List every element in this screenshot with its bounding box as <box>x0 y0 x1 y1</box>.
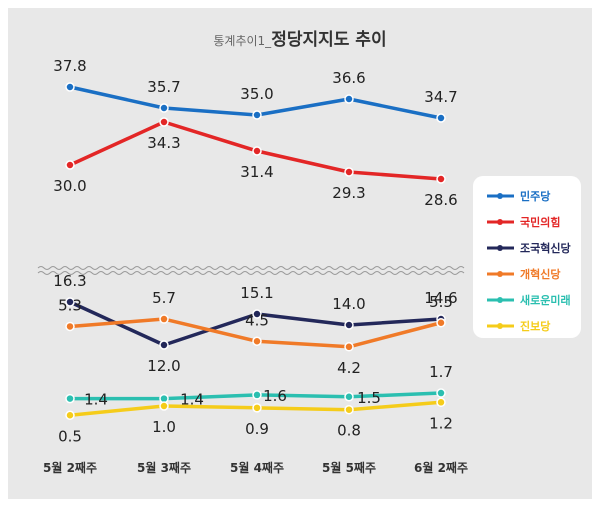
data-label: 1.2 <box>429 414 453 432</box>
data-point <box>252 403 262 413</box>
chart-title-main: 정당지지도 추이 <box>271 30 386 50</box>
data-label: 28.6 <box>424 191 457 209</box>
data-label: 4.5 <box>245 311 269 329</box>
data-point <box>65 82 75 92</box>
data-point <box>252 336 262 346</box>
data-point <box>159 340 169 350</box>
data-label: 34.3 <box>147 134 180 152</box>
legend-swatch-dot <box>497 245 503 251</box>
data-point <box>344 342 354 352</box>
data-label: 35.7 <box>147 78 180 96</box>
legend-swatch-dot <box>497 193 503 199</box>
x-tick-label: 5월 5째주 <box>322 460 376 475</box>
chart-title-prefix: 통계추이1_ <box>213 34 272 48</box>
data-point <box>159 314 169 324</box>
legend-swatch-dot <box>497 297 503 303</box>
data-label: 1.0 <box>152 418 176 436</box>
data-label: 1.5 <box>357 389 381 407</box>
data-label: 35.0 <box>240 85 273 103</box>
data-point <box>436 174 446 184</box>
data-label: 0.8 <box>337 422 361 440</box>
data-point <box>344 320 354 330</box>
data-label: 14.6 <box>424 289 457 307</box>
data-label: 31.4 <box>240 163 273 181</box>
data-label: 14.0 <box>332 295 365 313</box>
data-point <box>252 146 262 156</box>
data-point <box>344 167 354 177</box>
data-point <box>436 397 446 408</box>
data-label: 5.7 <box>152 289 176 307</box>
data-label: 1.7 <box>429 363 453 381</box>
legend-entry-label: 개혁신당 <box>520 267 560 281</box>
data-label: 1.6 <box>263 387 287 405</box>
data-label: 29.3 <box>332 184 365 202</box>
data-label: 0.5 <box>58 427 82 445</box>
data-label: 15.1 <box>240 284 273 302</box>
data-point <box>159 103 169 113</box>
data-label: 5.3 <box>58 296 82 314</box>
data-point <box>65 410 75 420</box>
data-label: 1.4 <box>180 391 204 409</box>
data-label: 12.0 <box>147 357 180 375</box>
x-tick-label: 5월 3째주 <box>137 460 191 475</box>
data-label: 34.7 <box>424 88 457 106</box>
data-point <box>436 388 446 398</box>
legend-entry-label: 새로운미래 <box>520 293 571 307</box>
data-label: 36.6 <box>332 69 365 87</box>
x-tick-label: 5월 2째주 <box>43 460 97 475</box>
data-point <box>252 110 262 120</box>
data-point <box>436 318 446 328</box>
data-label: 30.0 <box>53 177 86 195</box>
data-label: 1.4 <box>84 391 108 409</box>
data-point <box>159 401 169 411</box>
data-label: 0.9 <box>245 420 269 438</box>
data-point <box>65 297 75 307</box>
data-point <box>252 390 262 400</box>
legend-swatch-dot <box>497 271 503 277</box>
data-label: 5.5 <box>429 293 453 311</box>
chart-title: 통계추이1_정당지지도 추이 <box>213 30 386 50</box>
data-point <box>344 404 354 415</box>
x-tick-label: 6월 2째주 <box>414 460 468 475</box>
data-label: 16.3 <box>53 272 86 290</box>
legend-entry-label: 민주당 <box>520 189 550 203</box>
data-label: 37.8 <box>53 57 86 75</box>
legend-entry-label: 국민의힘 <box>520 215 560 229</box>
data-label: 4.2 <box>337 359 361 377</box>
data-point <box>344 392 354 402</box>
data-point <box>65 393 75 404</box>
data-point <box>436 113 446 123</box>
data-point <box>65 160 75 170</box>
legend-entry-label: 조국혁신당 <box>520 241 571 255</box>
data-point <box>252 309 262 319</box>
axis-break-mark <box>37 266 465 275</box>
data-point <box>65 321 75 332</box>
legend-swatch-dot <box>497 219 503 225</box>
data-point <box>159 117 169 127</box>
legend-entry-label: 진보당 <box>520 319 550 333</box>
x-tick-label: 5월 4째주 <box>230 460 284 475</box>
data-point <box>344 94 354 104</box>
legend-swatch-dot <box>497 323 503 329</box>
